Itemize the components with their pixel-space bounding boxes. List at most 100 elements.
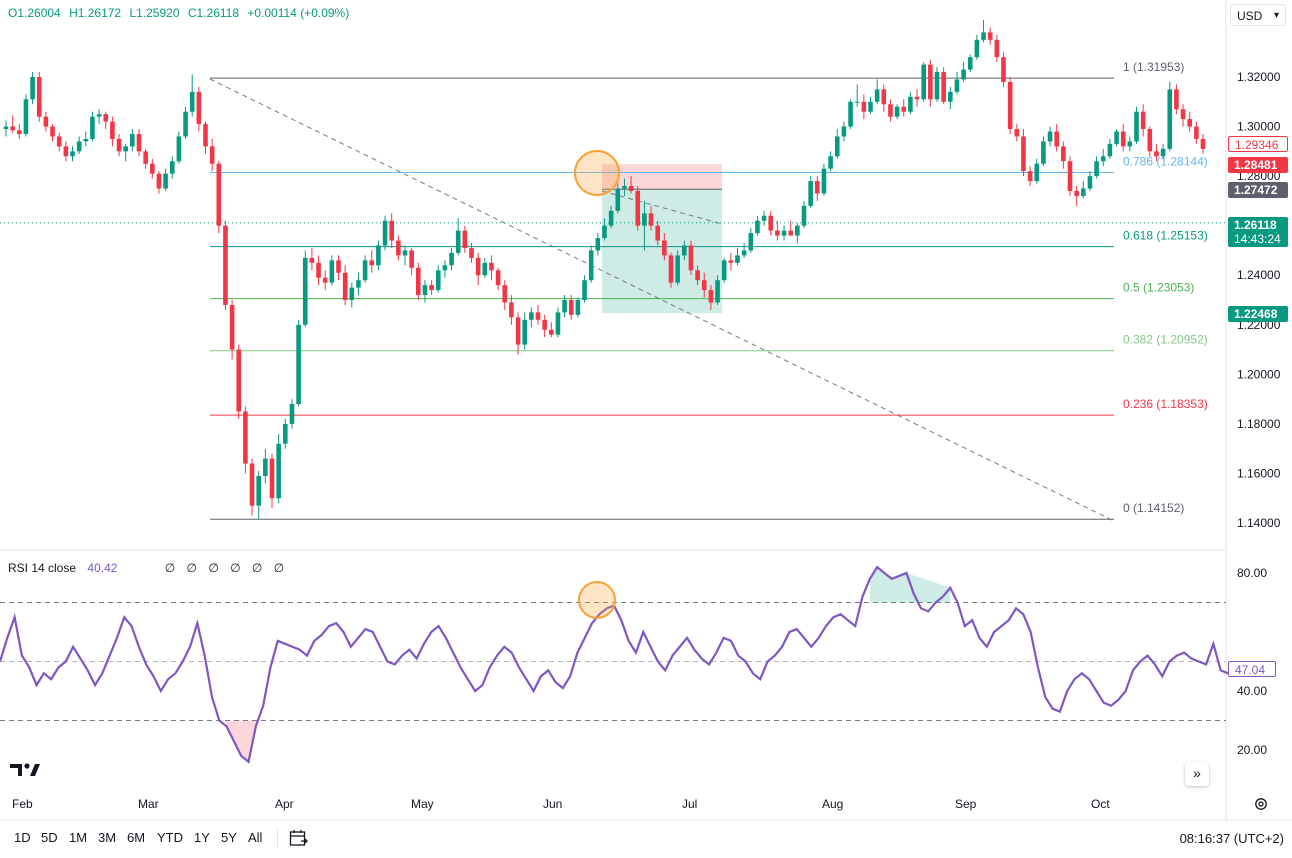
tf-button-1d[interactable]: 1D (14, 830, 31, 845)
candle-body (256, 475, 261, 506)
price-axis-label: 1.16000 (1237, 466, 1281, 480)
fibonacci-retracement[interactable]: 1 (1.31953) 0.786 (1.28144) 0.618 (1.25153… (210, 60, 1208, 520)
candle-body (495, 270, 501, 286)
candle-body (555, 312, 561, 335)
tradingview-logo[interactable] (10, 762, 42, 783)
candle-body (1167, 89, 1173, 149)
candle-body (728, 260, 734, 263)
candle-body (828, 156, 833, 169)
candle-body (263, 458, 268, 476)
candle-body (1021, 136, 1026, 172)
candle-body (748, 233, 754, 251)
candle-body (110, 121, 115, 139)
tf-button-1m[interactable]: 1M (69, 830, 88, 845)
fib-level-label: 0 (1.14152) (1123, 501, 1184, 515)
candle-body (209, 146, 215, 164)
dashed-trend-line (209, 78, 1115, 522)
candle-body (808, 181, 813, 206)
tf-button-all[interactable]: All (248, 830, 263, 845)
price-tag-red: 1.28481 (1228, 157, 1288, 173)
candle-body (628, 186, 634, 191)
rsi-axis-label: 40.00 (1237, 684, 1267, 698)
candle-body (921, 64, 926, 100)
candle-body (376, 245, 381, 266)
candle-body (36, 77, 42, 117)
candle-body (329, 260, 335, 283)
rsi-highlight-circle (578, 581, 616, 619)
candle-body (854, 101, 860, 103)
candle-body (349, 287, 355, 300)
month-label: Oct (1091, 797, 1110, 811)
timeframe-toolbar: 1D 5D 1M 3M 6M YTD 1Y 5Y All (0, 820, 1292, 858)
candle-body (721, 260, 727, 281)
candle-body (236, 349, 242, 412)
candle-body (768, 215, 774, 231)
candle-body (289, 404, 295, 424)
timezone-clock[interactable]: 08:16:37 (UTC+2) (1179, 831, 1284, 846)
candle-body (695, 270, 700, 281)
long-short-position-tool[interactable] (602, 164, 722, 314)
candle-body (974, 39, 980, 58)
candle-body (150, 163, 155, 174)
rsi-pane: 80.00 40.00 20.00 (0, 565, 1267, 764)
candle-body (243, 411, 248, 464)
current-price-tag: 1.26118 14:43:24 (1228, 217, 1288, 247)
candle-body (834, 136, 840, 157)
candle-body (682, 245, 687, 256)
tf-button-ytd[interactable]: YTD (157, 830, 183, 845)
candle-body (1007, 81, 1013, 130)
rsi-legend[interactable]: RSI 14 close 40.42 ∅ ∅ ∅ ∅ ∅ ∅ (8, 561, 288, 575)
candle-body (954, 79, 960, 92)
candle-body (815, 181, 820, 194)
candle-body (668, 255, 674, 283)
tf-button-1y[interactable]: 1Y (194, 830, 210, 845)
gear-icon[interactable] (1254, 797, 1268, 811)
scroll-to-realtime-button[interactable]: » (1185, 762, 1209, 786)
candle-body (715, 280, 720, 303)
stop-zone (602, 164, 722, 190)
tf-button-5d[interactable]: 5D (41, 830, 58, 845)
candle-body (755, 220, 760, 234)
candle-body (901, 106, 907, 112)
candle-body (43, 116, 49, 127)
candle-body (130, 133, 135, 147)
candle-body (861, 101, 867, 112)
currency-selector[interactable]: USD ▾ (1230, 4, 1286, 26)
candle-body (1187, 119, 1192, 127)
calendar-icon[interactable] (289, 829, 309, 852)
candle-body (981, 32, 986, 40)
candle-body (608, 210, 614, 226)
candle-body (1014, 129, 1020, 137)
candle-body (416, 267, 421, 296)
position-path-line (601, 190, 723, 225)
tf-button-5y[interactable]: 5Y (221, 830, 237, 845)
candle-body (1194, 126, 1199, 139)
tf-button-3m[interactable]: 3M (98, 830, 117, 845)
tf-button-6m[interactable]: 6M (127, 830, 146, 845)
price-tag-green: 1.22468 (1228, 306, 1288, 322)
price-axis-label: 1.20000 (1237, 367, 1281, 381)
candle-body (17, 130, 22, 134)
candle-body (515, 317, 521, 345)
price-tag-grey: 1.27472 (1228, 182, 1288, 198)
chevron-down-icon: ▾ (1273, 10, 1279, 21)
candle-body (302, 257, 308, 325)
candle-body (223, 225, 228, 305)
candle-body (70, 151, 75, 157)
candle-body (688, 245, 694, 271)
month-label: Jun (543, 797, 562, 811)
current-price-value: 1.26118 (1234, 218, 1277, 232)
toolbar-divider (277, 829, 278, 847)
candle-body (336, 260, 341, 273)
candle-body (761, 215, 767, 221)
candle-body (169, 161, 175, 174)
rsi-current-value: 40.42 (87, 561, 118, 575)
candle-body (103, 114, 109, 122)
candle-body (562, 300, 567, 313)
candle-body (30, 77, 35, 100)
candle-body (1140, 111, 1146, 130)
candle-body (316, 262, 321, 278)
bar-countdown: 14:43:24 (1234, 232, 1281, 246)
ohlc-open: O1.26004 (8, 6, 61, 20)
